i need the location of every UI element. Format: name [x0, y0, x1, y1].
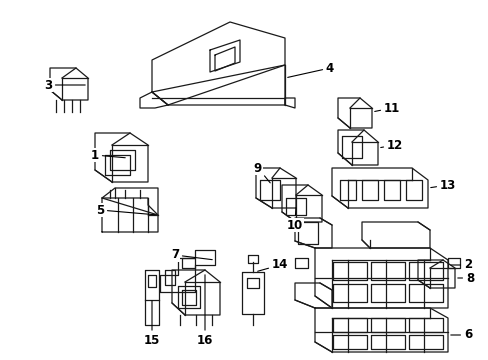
Text: 3: 3 — [44, 78, 85, 91]
Text: 8: 8 — [457, 271, 473, 284]
Text: 13: 13 — [430, 179, 455, 192]
Text: 4: 4 — [287, 62, 333, 77]
Text: 14: 14 — [257, 258, 287, 271]
Text: 1: 1 — [91, 149, 125, 162]
Text: 9: 9 — [253, 162, 270, 183]
Text: 16: 16 — [196, 275, 213, 346]
Text: 10: 10 — [286, 208, 303, 231]
Text: 2: 2 — [450, 258, 471, 271]
Text: 15: 15 — [143, 301, 160, 346]
Text: 7: 7 — [171, 248, 212, 261]
Text: 5: 5 — [96, 203, 155, 216]
Text: 11: 11 — [374, 102, 399, 114]
Text: 6: 6 — [450, 328, 471, 342]
Text: 12: 12 — [380, 139, 402, 152]
